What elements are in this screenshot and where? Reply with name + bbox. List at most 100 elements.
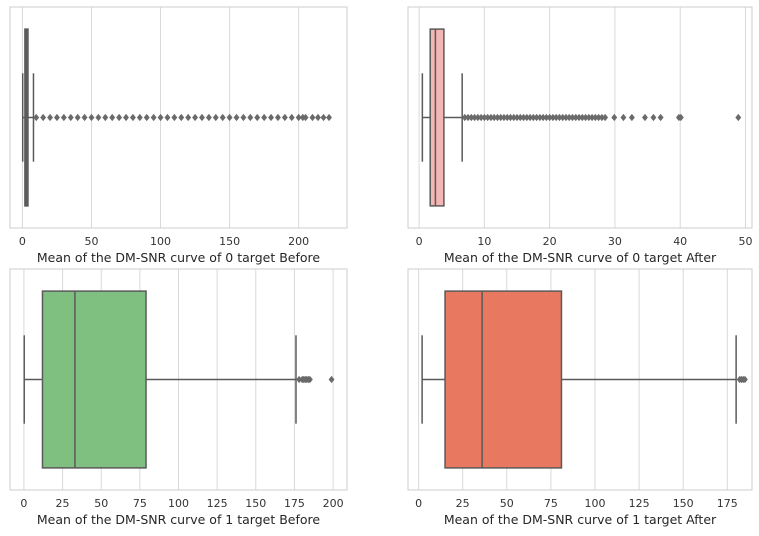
outlier-point [628,113,635,122]
outlier-point [328,375,335,384]
x-tick-label: 50 [738,235,752,248]
outlier-point [677,113,684,122]
outlier-point [81,113,88,122]
outlier-point [240,113,247,122]
x-tick-label: 75 [544,497,558,510]
outlier-point [226,113,233,122]
outlier-point [620,113,627,122]
outlier-point [302,113,309,122]
outlier-point [326,113,332,122]
outlier-point [212,113,219,122]
outlier-point [74,113,81,122]
outlier-point [205,113,212,122]
axes-frame [407,6,753,229]
outlier-point [164,113,171,122]
x-tick-label: 10 [477,235,491,248]
outlier-point [123,113,129,122]
subplot-1: 0 50 100 150 200 Mean of the DM-SNR curve of … [9,6,348,265]
iqr-box [41,290,147,469]
outlier-point [650,113,657,122]
iqr-box [429,28,445,207]
outlier-point [54,113,60,122]
x-tick-label: 40 [673,235,687,248]
outlier-point [102,113,109,122]
x-tick-label: 50 [500,497,514,510]
outlier-point [185,113,192,122]
outlier-point [219,113,226,122]
outlier-point [268,113,274,122]
outlier-point [60,113,67,122]
outlier-point [129,113,136,122]
x-axis-label: Mean of the DM-SNR curve of 1 target Aft… [444,512,717,527]
x-tick-label: 50 [84,235,98,248]
outlier-point [261,113,268,122]
outlier-point [288,113,295,122]
outlier-point [199,113,205,122]
x-tick-label: 20 [543,235,557,248]
outlier-point [171,113,178,122]
x-tick-label: 100 [150,235,171,248]
outlier-point [88,113,95,122]
axes-frame [9,268,348,491]
outlier-point [320,113,327,122]
outlier-point [735,113,742,122]
outlier-point [192,113,199,122]
outlier-point [47,113,53,122]
axes-frame [407,268,753,491]
outlier-point [67,113,74,122]
outlier-point [254,113,261,122]
outlier-point [109,113,116,122]
axes-frame [9,6,348,229]
outlier-point [642,113,648,122]
x-tick-label: 50 [94,497,108,510]
x-tick-label: 100 [584,497,605,510]
iqr-box [444,290,563,469]
x-tick-label: 150 [219,235,240,248]
x-axis-label: Mean of the DM-SNR curve of 1 target Bef… [37,512,321,527]
x-tick-label: 175 [284,497,305,510]
x-tick-label: 0 [20,497,27,510]
x-tick-label: 200 [323,497,344,510]
x-tick-label: 200 [288,235,309,248]
outlier-point [116,113,123,122]
x-axis-label: Mean of the DM-SNR curve of 0 target Aft… [444,250,717,265]
x-tick-label: 125 [207,497,228,510]
outlier-point [95,113,102,122]
x-axis-label: Mean of the DM-SNR curve of 0 target Bef… [37,250,321,265]
outlier-point [150,113,157,122]
x-tick-label: 25 [456,497,470,510]
outlier-point [136,113,143,122]
outlier-point [281,113,288,122]
outlier-point [40,113,47,122]
outlier-point [602,113,609,122]
x-tick-label: 0 [19,235,26,248]
x-tick-label: 75 [133,497,147,510]
outlier-point [657,113,664,122]
outlier-point [157,113,164,122]
outlier-point [33,113,40,122]
outlier-point [741,375,748,384]
x-tick-label: 30 [608,235,622,248]
outlier-point [247,113,254,122]
outlier-point [309,113,316,122]
outlier-point [178,113,185,122]
x-tick-label: 100 [168,497,189,510]
outlier-point [143,113,150,122]
x-tick-label: 25 [56,497,70,510]
x-tick-label: 175 [717,497,738,510]
outlier-point [611,113,618,122]
subplot-2: 0 10 20 30 40 50 Mean of the DM-SNR curve of 0… [407,6,753,265]
x-tick-label: 125 [629,497,650,510]
outlier-point [233,113,240,122]
x-tick-label: 150 [673,497,694,510]
outlier-point [306,375,313,384]
outlier-point [295,113,302,122]
x-tick-label: 150 [245,497,266,510]
outlier-point [315,113,321,122]
x-tick-label: 0 [415,497,422,510]
outlier-point [274,113,281,122]
